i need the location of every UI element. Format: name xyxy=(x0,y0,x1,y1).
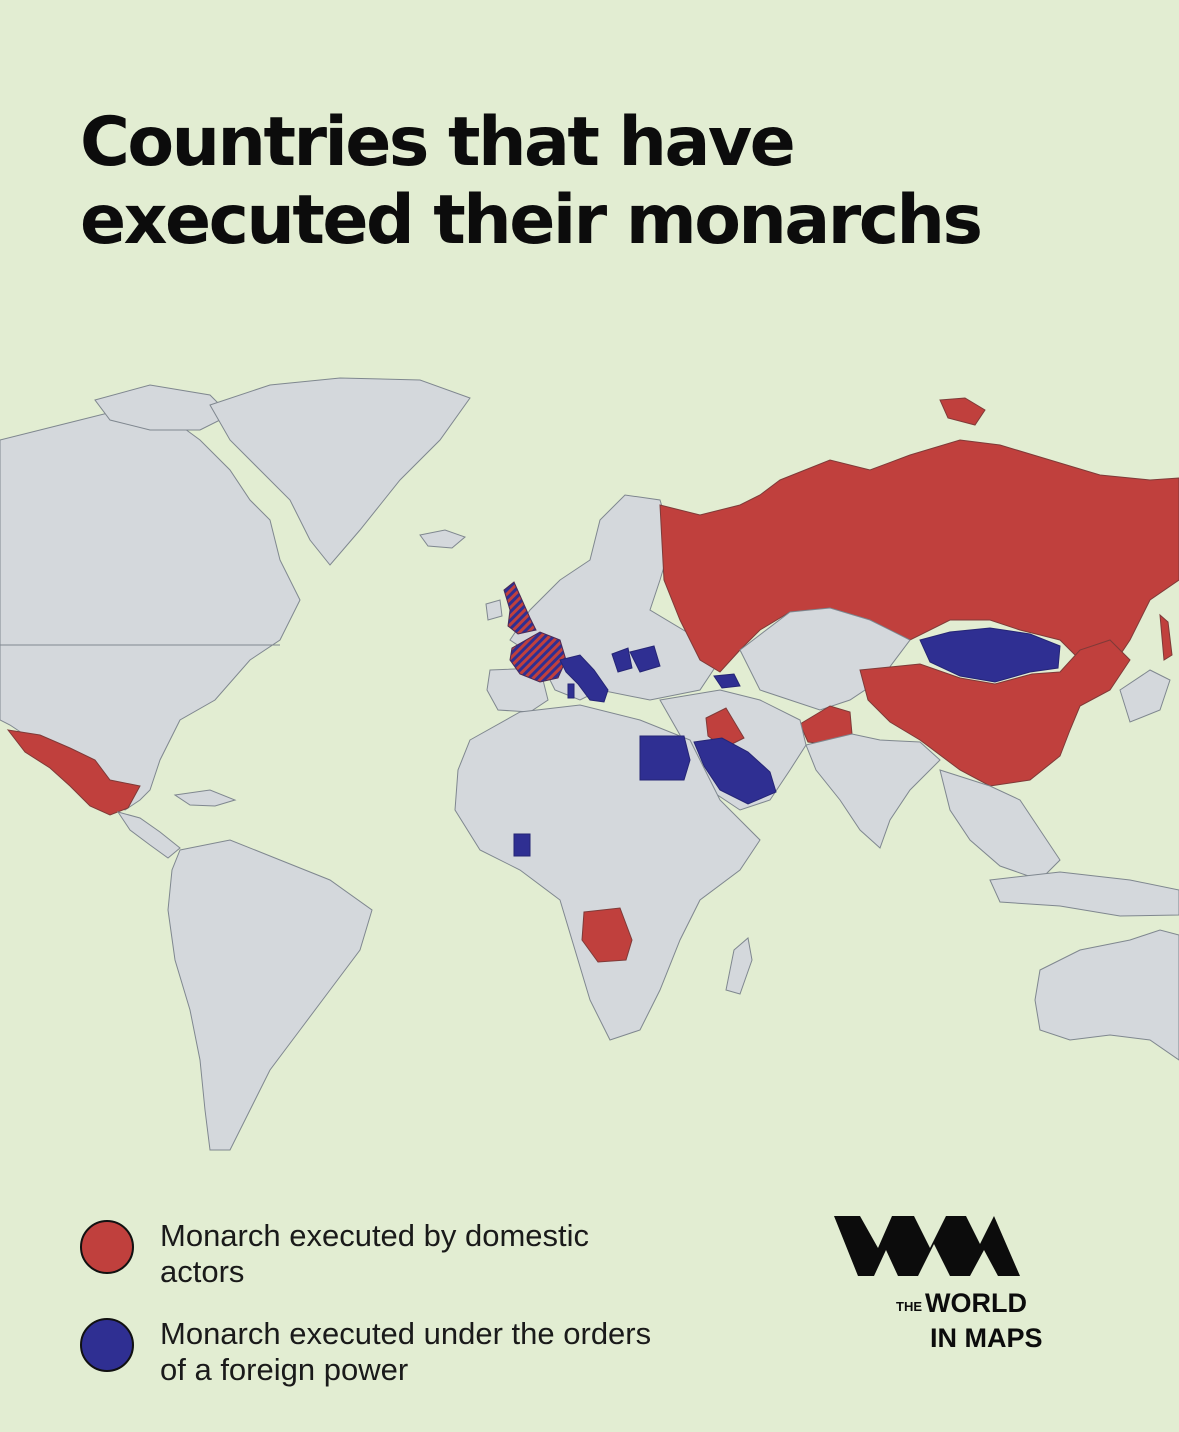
land-mongolia xyxy=(919,627,1061,683)
legend-label-domestic: Monarch executed by domestic actors xyxy=(160,1218,590,1289)
land-sakhalin xyxy=(1159,613,1173,661)
logo-in-maps: IN MAPS xyxy=(930,1323,1043,1353)
land-iceland xyxy=(419,529,466,549)
legend-item-foreign: Monarch executed under the orders of a f… xyxy=(80,1316,700,1388)
land-france xyxy=(509,631,567,683)
legend-label-foreign: Monarch executed under the orders of a f… xyxy=(160,1316,652,1387)
land-south-asia xyxy=(805,733,941,849)
land-angola xyxy=(581,907,633,963)
land-great-britain xyxy=(503,581,537,635)
land-australia xyxy=(1034,929,1179,1061)
land-saudi-arabia xyxy=(693,737,777,805)
land-canadian-arctic xyxy=(94,384,231,431)
land-central-america xyxy=(116,811,181,859)
logo-wordmark: THE WORLD IN MAPS xyxy=(896,1288,1043,1353)
land-georgia xyxy=(713,673,741,689)
land-ireland xyxy=(485,599,503,621)
legend-swatch-blue xyxy=(80,1318,134,1372)
land-egypt xyxy=(639,735,691,781)
land-south-america xyxy=(167,839,373,1151)
brand-logo: THE WORLD IN MAPS xyxy=(834,1214,1074,1354)
land-china xyxy=(859,639,1131,787)
land-indonesia xyxy=(989,871,1179,917)
land-africa xyxy=(454,704,761,1041)
land-iraq-syria xyxy=(705,707,745,749)
land-ghana xyxy=(513,833,531,857)
land-sardinia xyxy=(567,683,575,699)
map-title-line-1: Countries that have xyxy=(80,103,796,182)
land-greenland xyxy=(209,377,471,566)
map-title: Countries that have executed their monar… xyxy=(80,104,1120,260)
legend-swatch-red xyxy=(80,1220,134,1274)
logo-world: WORLD xyxy=(925,1288,1027,1318)
wm-logo-icon xyxy=(834,1216,1020,1276)
land-mexico xyxy=(6,729,141,816)
world-map xyxy=(0,377,1179,1151)
land-romania xyxy=(629,645,661,673)
land-madagascar xyxy=(725,937,753,995)
map-legend: Monarch executed by domestic actors Mona… xyxy=(80,1218,700,1414)
land-serbia xyxy=(611,647,633,673)
logo-the: THE xyxy=(896,1299,922,1314)
land-caribbean xyxy=(173,789,237,807)
land-japan xyxy=(1119,669,1171,723)
land-italy xyxy=(559,654,609,703)
map-title-line-2: executed their monarchs xyxy=(80,181,983,260)
land-russia-arctic-islands xyxy=(939,397,986,426)
land-russia xyxy=(659,439,1179,673)
land-southeast-asia xyxy=(939,769,1061,881)
legend-item-domestic: Monarch executed by domestic actors xyxy=(80,1218,700,1290)
